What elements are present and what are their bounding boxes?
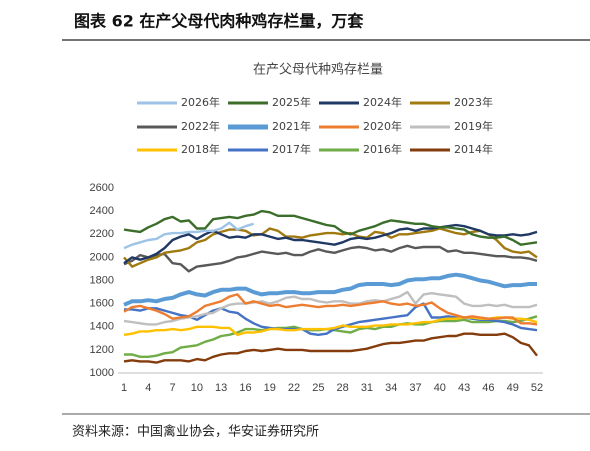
legend-label: 2026年 [181,95,220,109]
legend-label: 2024年 [363,95,402,109]
series-line [123,221,254,250]
x-tick-label: 52 [531,382,543,394]
legend-label: 2020年 [363,119,402,133]
x-tick-label: 43 [458,382,470,394]
x-tick-label: 10 [191,382,203,394]
x-tick-label: 34 [385,382,397,394]
legend-label: 2023年 [454,95,493,109]
x-tick-label: 46 [482,382,494,394]
series-line [123,209,538,246]
y-tick-label: 1000 [90,367,114,379]
series-line [123,272,537,307]
y-tick-label: 2600 [90,182,114,194]
x-tick-label: 37 [409,382,421,394]
series-line [123,244,538,273]
series-line [123,223,538,265]
y-tick-label: 2200 [90,228,114,240]
legend-label: 2018年 [181,142,220,156]
x-tick-label: 31 [361,382,373,394]
legend-label: 2021年 [272,119,311,133]
x-tick-label: 49 [507,382,519,394]
y-tick-label: 2400 [90,205,114,217]
series-line [123,332,538,364]
legend-label: 2017年 [272,142,311,156]
x-tick-label: 19 [264,382,276,394]
legend-label: 2019年 [454,119,493,133]
x-tick-label: 4 [145,382,151,394]
x-tick-label: 25 [312,382,324,394]
series-line [123,290,538,326]
series-line [123,293,538,326]
y-tick-label: 1400 [90,321,114,333]
source-note: 资料来源：中国禽业协会，华安证券研究所 [72,424,319,440]
legend-label: 2022年 [181,119,220,133]
x-tick-label: 28 [337,382,349,394]
x-tick-label: 40 [434,382,446,394]
x-tick-label: 16 [239,382,251,394]
legend-label: 2025年 [272,95,311,109]
header-title: 图表 62 在产父母代肉种鸡存栏量，万套 [74,12,364,31]
y-tick-label: 1600 [90,298,114,310]
x-tick-label: 7 [170,382,176,394]
x-tick-label: 22 [288,382,300,394]
y-tick-label: 1800 [90,274,114,286]
y-tick-label: 1200 [90,344,114,356]
y-tick-label: 2000 [90,251,114,263]
legend-label: 2014年 [454,142,493,156]
x-tick-label: 13 [215,382,227,394]
x-tick-label: 1 [121,382,127,394]
legend-label: 2016年 [363,142,402,156]
chart-title: 在产父母代种鸡存栏量 [253,62,383,78]
